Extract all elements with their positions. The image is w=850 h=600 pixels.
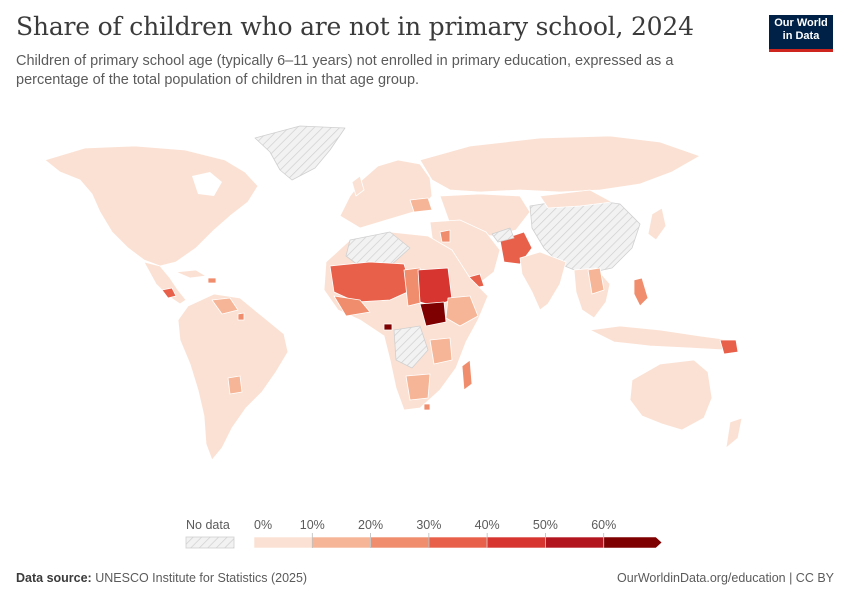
legend-bin-1[interactable] <box>311 536 371 549</box>
map-legend: No data 0% 10% 20% 30% 40% 50% 60% <box>185 518 663 549</box>
region-australia[interactable] <box>629 359 713 431</box>
legend-tick-6: 60% <box>591 518 616 532</box>
region-southern-africa[interactable] <box>405 373 431 401</box>
region-philippines[interactable] <box>633 277 649 307</box>
legend-color-bins <box>253 536 663 549</box>
region-sudan[interactable] <box>417 267 453 307</box>
world-map <box>44 125 743 461</box>
region-central-america[interactable] <box>143 261 187 305</box>
region-greenland[interactable] <box>254 125 346 181</box>
logo-line-2: in Data <box>782 30 820 42</box>
chart-title: Share of children who are not in primary… <box>16 12 694 41</box>
region-tanzania[interactable] <box>429 337 453 365</box>
legend-bin-6[interactable] <box>603 536 663 549</box>
region-russia[interactable] <box>419 135 701 193</box>
region-paraguay[interactable] <box>227 375 243 395</box>
region-suriname[interactable] <box>237 312 245 321</box>
region-europe[interactable] <box>339 159 433 229</box>
data-source-text: UNESCO Institute for Statistics (2025) <box>95 571 308 585</box>
legend-bin-4[interactable] <box>486 536 546 549</box>
region-drc[interactable] <box>393 325 429 369</box>
legend-tick-3: 30% <box>416 518 441 532</box>
region-india[interactable] <box>519 251 567 311</box>
region-uk[interactable] <box>351 175 365 197</box>
legend-bin-5[interactable] <box>545 536 605 549</box>
legend-bin-0[interactable] <box>253 536 313 549</box>
logo-line-1: Our World <box>774 17 828 29</box>
legend-tick-4: 40% <box>475 518 500 532</box>
chart-subtitle: Children of primary school age (typicall… <box>16 53 674 88</box>
region-new-zealand[interactable] <box>725 417 743 449</box>
region-madagascar[interactable] <box>461 359 473 391</box>
region-laos-myanmar[interactable] <box>587 267 605 295</box>
legend-tick-1: 10% <box>300 518 325 532</box>
region-venezuela[interactable] <box>211 297 239 315</box>
hudson-bay <box>192 172 222 196</box>
region-cuba[interactable] <box>175 269 207 279</box>
legend-tick-labels: 0% 10% 20% 30% 40% 50% 60% <box>254 518 616 548</box>
region-south-sudan[interactable] <box>419 301 447 327</box>
data-source-label: Data source: <box>16 571 92 585</box>
region-equatorial-guinea[interactable] <box>383 323 393 331</box>
region-mali-niger[interactable] <box>329 261 413 303</box>
data-source: Data source: UNESCO Institute for Statis… <box>16 571 307 585</box>
region-romania-bulgaria[interactable] <box>409 197 433 213</box>
region-north-america[interactable] <box>44 145 259 267</box>
region-japan[interactable] <box>647 207 667 241</box>
no-data-label: No data <box>186 518 230 532</box>
region-lesotho[interactable] <box>423 403 431 411</box>
legend-bin-2[interactable] <box>370 536 430 549</box>
legend-tick-5: 50% <box>533 518 558 532</box>
region-indonesia[interactable] <box>589 325 731 351</box>
region-mongolia[interactable] <box>539 189 613 209</box>
legend-tick-0: 0% <box>254 518 272 532</box>
legend-tick-2: 20% <box>358 518 383 532</box>
region-syria[interactable] <box>439 229 451 243</box>
legend-bin-3[interactable] <box>428 536 488 549</box>
region-png[interactable] <box>719 339 739 355</box>
region-west-africa-coast[interactable] <box>333 295 371 317</box>
region-ethiopia[interactable] <box>445 295 479 327</box>
owid-logo[interactable]: Our World in Data <box>769 15 833 52</box>
source-link[interactable]: OurWorldinData.org/education | CC BY <box>616 571 834 585</box>
no-data-swatch <box>185 536 235 549</box>
region-afghanistan[interactable] <box>491 227 515 243</box>
region-haiti[interactable] <box>207 277 217 284</box>
region-guatemala-honduras[interactable] <box>161 287 177 299</box>
